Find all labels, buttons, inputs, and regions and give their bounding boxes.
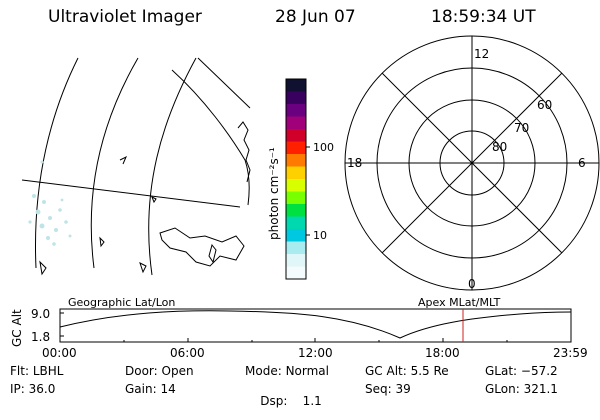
coastline [208, 243, 217, 264]
x-tick-1200: 12:00 [298, 346, 333, 360]
color-bar-frame [285, 78, 307, 280]
info-glat: GLat: −57.2 [485, 364, 558, 378]
x-tick-0600: 06:00 [170, 346, 205, 360]
color-bar-segment [286, 79, 306, 92]
color-bar-segment [286, 116, 306, 130]
x-tick-0000: 00:00 [42, 346, 77, 360]
info-gain: Gain: 14 [125, 382, 176, 396]
geographic-map [21, 57, 251, 276]
coastline [151, 195, 157, 204]
info-ip: IP: 36.0 [10, 382, 56, 396]
app-title: Ultraviolet Imager [48, 7, 202, 27]
x-tick-1800: 18:00 [425, 346, 460, 360]
coastline [119, 155, 127, 165]
color-bar-segment [286, 104, 306, 117]
altitude-curve [59, 310, 572, 339]
coastline [237, 121, 251, 183]
mlt-label-18: 18 [347, 156, 363, 170]
coastline [39, 260, 47, 276]
latitude-line [21, 179, 241, 208]
timeline-right-caption: Apex MLat/MLT [418, 296, 501, 309]
color-bar-segment [286, 241, 306, 255]
lat-label-70: 70 [514, 121, 530, 135]
y-tick-1.8: 1.8 [31, 330, 51, 344]
color-bar-segment [286, 266, 306, 280]
info-dsp: Dsp: 1.1 [260, 394, 322, 408]
info-seq: Seq: 39 [365, 382, 411, 396]
color-bar [286, 79, 306, 280]
color-bar-segment [286, 141, 306, 155]
mlt-label-0: 0 [468, 277, 476, 291]
color-bar-segment [286, 204, 306, 217]
lat-label-60: 60 [537, 98, 553, 112]
color-tick-label-100: 100 [313, 141, 334, 154]
color-bar-segment [286, 254, 306, 267]
meridian-line [35, 57, 79, 269]
limb-line [197, 57, 251, 109]
mlt-label-12: 12 [474, 47, 490, 61]
color-bar-segment [286, 216, 306, 230]
color-bar-segment [286, 229, 306, 242]
coastline [99, 236, 105, 248]
timeline-y-label: GC Alt [10, 309, 24, 347]
color-tick-label-10: 10 [313, 229, 327, 242]
timeline-x-ticks [59, 338, 572, 342]
info-mode: Mode: Normal [245, 364, 329, 378]
y-tick-9: 9.0 [31, 307, 51, 321]
altitude-timeline [59, 308, 572, 343]
color-bar-segment [286, 91, 306, 105]
x-tick-2359: 23:59 [553, 346, 588, 360]
info-filter: Flt: LBHL [10, 364, 64, 378]
mlt-label-6: 6 [578, 156, 586, 170]
lat-label-80: 80 [492, 140, 508, 154]
info-door: Door: Open [125, 364, 194, 378]
color-bar-segment [286, 154, 306, 167]
timeline-left-caption: Geographic Lat/Lon [68, 296, 176, 309]
color-bar-segment [286, 179, 306, 192]
coastline [139, 262, 147, 274]
image-date: 28 Jun 07 [275, 7, 356, 27]
latitude-arc [171, 69, 250, 206]
image-time: 18:59:34 UT [431, 7, 536, 27]
info-glon: GLon: 321.1 [485, 382, 558, 396]
info-gc-alt: GC Alt: 5.5 Re [365, 364, 449, 378]
color-bar-segment [286, 191, 306, 205]
color-bar-segment [286, 166, 306, 180]
mlt-line-diag [381, 72, 563, 254]
meridian-line [90, 57, 139, 269]
color-scale [285, 78, 310, 280]
color-bar-segment [286, 129, 306, 142]
polar-plot [344, 35, 600, 291]
aurora-emission [28, 160, 72, 246]
coastline [159, 227, 245, 267]
